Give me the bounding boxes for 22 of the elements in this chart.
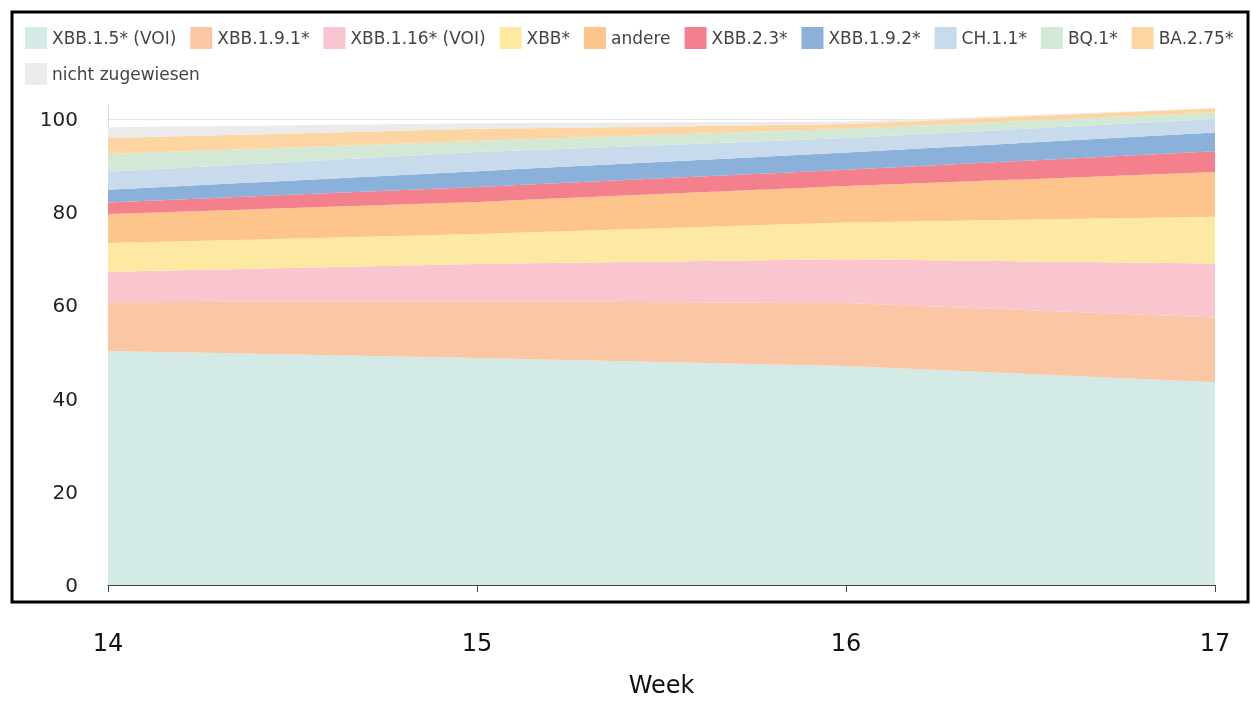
x-tick-label: 14 xyxy=(92,629,124,657)
x-tick-label: 17 xyxy=(1199,629,1231,657)
legend-label: CH.1.1* xyxy=(961,28,1027,48)
legend-label: andere xyxy=(611,28,671,48)
legend-label: BQ.1* xyxy=(1067,28,1118,48)
x-axis-title: Week xyxy=(628,671,695,699)
x-tick-label: 16 xyxy=(830,629,862,657)
y-tick-label: 100 xyxy=(39,106,78,131)
y-tick-label: 60 xyxy=(52,293,78,318)
y-tick-label: 20 xyxy=(52,479,78,504)
legend-label: XBB.1.5* (VOI) xyxy=(52,28,177,48)
y-tick-label: 40 xyxy=(52,386,78,411)
x-tick-label: 15 xyxy=(461,629,493,657)
legend-label: XBB.1.16* (VOI) xyxy=(350,28,486,48)
legend-label: XBB.1.9.2* xyxy=(828,28,921,48)
legend-label: XBB.1.9.1* xyxy=(217,28,310,48)
y-tick-label: 80 xyxy=(52,200,78,225)
legend-label: BA.2.75* xyxy=(1158,28,1234,48)
legend-label: nicht zugewiesen xyxy=(52,64,200,84)
legend-label: XBB* xyxy=(526,28,571,48)
y-tick-label: 0 xyxy=(65,573,78,597)
legend-label: XBB.2.3* xyxy=(711,28,788,48)
